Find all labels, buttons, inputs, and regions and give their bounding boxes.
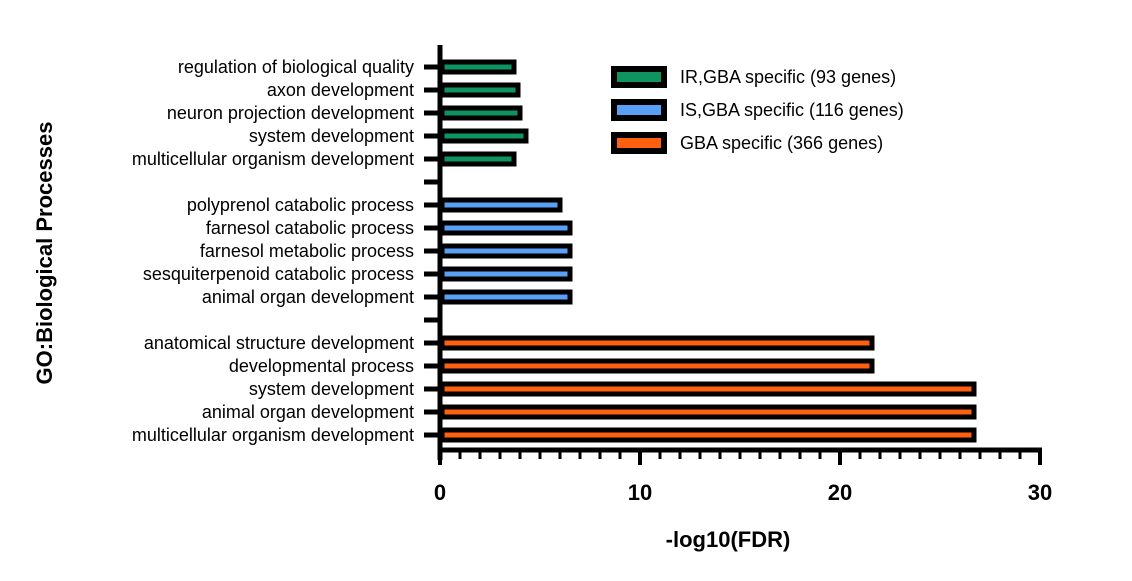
bar xyxy=(439,358,875,374)
legend: IR,GBA specific (93 genes) IS,GBA specifi… xyxy=(611,66,904,154)
legend-label: GBA specific (366 genes) xyxy=(680,133,883,153)
category-labels: regulation of biological quality axon dev… xyxy=(132,57,414,445)
bar xyxy=(439,266,573,282)
x-tick-label: 20 xyxy=(828,480,852,505)
bar xyxy=(439,220,573,236)
category-label: system development xyxy=(249,126,414,146)
category-label: multicellular organism development xyxy=(132,425,414,445)
category-label: farnesol metabolic process xyxy=(200,241,414,261)
category-label: regulation of biological quality xyxy=(178,57,414,77)
category-label: system development xyxy=(249,379,414,399)
legend-label: IS,GBA specific (116 genes) xyxy=(680,100,904,120)
legend-swatch xyxy=(611,132,667,154)
category-label: polyprenol catabolic process xyxy=(187,195,414,215)
x-tick-label: 10 xyxy=(628,480,652,505)
category-label: multicellular organism development xyxy=(132,149,414,169)
y-axis xyxy=(424,45,443,460)
category-label: farnesol catabolic process xyxy=(206,218,414,238)
bar xyxy=(439,128,529,144)
x-tick-label: 30 xyxy=(1028,480,1052,505)
bar xyxy=(439,82,521,98)
bars-layer xyxy=(439,59,977,443)
bar xyxy=(439,404,977,420)
bar xyxy=(439,197,563,213)
category-label: developmental process xyxy=(229,356,414,376)
bar xyxy=(439,151,517,167)
bar xyxy=(439,381,977,397)
x-axis-title: -log10(FDR) xyxy=(666,527,791,552)
bar xyxy=(439,59,517,75)
category-label: sesquiterpenoid catabolic process xyxy=(143,264,414,284)
bar xyxy=(439,105,523,121)
bar xyxy=(439,335,875,351)
category-label: neuron projection development xyxy=(167,103,414,123)
category-label: axon development xyxy=(267,80,414,100)
x-axis: 0 10 20 30 xyxy=(434,447,1052,505)
legend-swatch xyxy=(611,66,667,88)
bar xyxy=(439,427,977,443)
category-label: animal organ development xyxy=(202,287,414,307)
category-label: anatomical structure development xyxy=(144,333,414,353)
legend-swatch xyxy=(611,99,667,121)
bar xyxy=(439,243,573,259)
category-label: animal organ development xyxy=(202,402,414,422)
x-tick-label: 0 xyxy=(434,480,446,505)
legend-label: IR,GBA specific (93 genes) xyxy=(680,67,896,87)
y-axis-title: GO:Biological Processes xyxy=(32,122,57,385)
bar xyxy=(439,289,573,305)
